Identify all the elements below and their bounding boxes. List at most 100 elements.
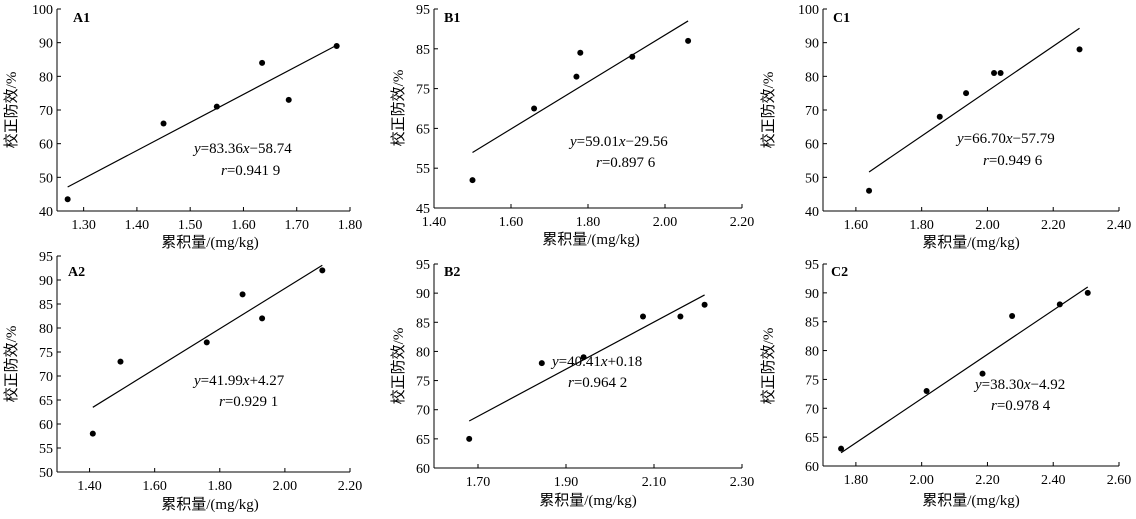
panel-label: C1 xyxy=(833,11,850,26)
panel-b2: 60 65 70 75 80 85 90 95 1.70 1.90 2.10 2.30 B2 y=40.4… xyxy=(390,258,754,509)
x-axis-title: 累积量/(mg/kg) xyxy=(161,496,259,513)
y-tick-label: 45 xyxy=(416,202,430,217)
y-tick-label: 65 xyxy=(416,122,430,137)
y-tick-label: 85 xyxy=(805,316,819,331)
y-tick-label: 80 xyxy=(805,70,819,85)
equation-x-symbol: x xyxy=(600,354,608,370)
data-point xyxy=(866,187,873,194)
y-tick-label: 95 xyxy=(416,3,430,18)
data-point xyxy=(701,301,708,308)
x-tick-label: 2.00 xyxy=(273,479,298,494)
x-tick-label: 1.60 xyxy=(844,218,869,233)
y-tick-label: 85 xyxy=(39,298,53,313)
panel-label: B1 xyxy=(444,11,460,26)
x-tick-label: 1.60 xyxy=(231,218,256,233)
data-point xyxy=(1056,301,1063,308)
equation-x-symbol: x xyxy=(1005,131,1013,147)
y-axis-title: 校正防效/% xyxy=(390,328,407,405)
y-tick-label: 100 xyxy=(32,3,53,18)
y-tick-label: 95 xyxy=(39,250,53,265)
equation-y-symbol: y xyxy=(955,131,964,147)
r-value: =0.897 6 xyxy=(602,155,656,171)
x-tick-label: 2.00 xyxy=(653,215,678,230)
y-tick-label: 75 xyxy=(416,375,430,390)
y-tick-label: 40 xyxy=(39,205,53,220)
regression-line xyxy=(868,27,1080,173)
equation-intercept: −4.92 xyxy=(1031,377,1066,393)
regression-equation: y=38.30x−4.92 xyxy=(973,377,1065,393)
y-tick-label: 70 xyxy=(805,402,819,417)
equation-intercept: −58.74 xyxy=(250,141,293,157)
data-point xyxy=(979,370,986,377)
equation-slope: =83.36 xyxy=(201,141,244,157)
data-point xyxy=(997,69,1004,76)
y-tick-label: 60 xyxy=(416,462,430,477)
y-tick-label: 60 xyxy=(805,460,819,475)
y-tick-label: 80 xyxy=(39,322,53,337)
equation-x-symbol: x xyxy=(618,134,626,150)
correlation-coefficient: r=0.941 9 xyxy=(221,163,280,179)
y-axis-title: 校正防效/% xyxy=(760,72,777,149)
data-point xyxy=(259,315,266,322)
data-point xyxy=(469,177,476,184)
correlation-coefficient: r=0.949 6 xyxy=(983,153,1043,169)
regression-equation: y=83.36x−58.74 xyxy=(192,141,292,157)
y-tick-label: 50 xyxy=(805,171,819,186)
x-tick-label: 2.20 xyxy=(1041,218,1066,233)
data-point xyxy=(117,358,124,365)
y-tick-label: 75 xyxy=(39,346,53,361)
y-tick-label: 55 xyxy=(416,162,430,177)
regression-equation: y=40.41x+0.18 xyxy=(550,354,642,370)
x-tick-label: 1.90 xyxy=(554,475,579,490)
y-tick-label: 100 xyxy=(798,3,819,18)
y-tick-label: 75 xyxy=(805,373,819,388)
x-axis-title: 累积量/(mg/kg) xyxy=(922,234,1020,251)
y-axis-title: 校正防效/% xyxy=(3,326,20,403)
y-tick-label: 80 xyxy=(416,345,430,360)
data-point xyxy=(936,113,943,120)
y-tick-label: 75 xyxy=(416,83,430,98)
data-point xyxy=(203,339,210,346)
equation-intercept: −29.56 xyxy=(626,134,669,150)
y-tick-label: 65 xyxy=(39,394,53,409)
y-tick-label: 90 xyxy=(416,287,430,302)
data-point xyxy=(319,267,326,274)
data-point xyxy=(89,430,96,437)
equation-y-symbol: y xyxy=(973,377,982,393)
data-point xyxy=(1084,289,1091,296)
data-point xyxy=(538,360,545,367)
regression-line xyxy=(468,294,705,422)
y-tick-label: 70 xyxy=(39,104,53,119)
data-point xyxy=(577,49,584,56)
equation-intercept: +4.27 xyxy=(250,373,285,389)
y-tick-label: 95 xyxy=(416,258,430,273)
equation-y-symbol: y xyxy=(568,134,577,150)
x-tick-label: 1.30 xyxy=(71,218,96,233)
x-tick-label: 1.80 xyxy=(338,218,363,233)
y-tick-label: 55 xyxy=(39,442,53,457)
regression-line xyxy=(840,286,1089,454)
equation-x-symbol: x xyxy=(242,141,250,157)
r-symbol: r xyxy=(219,394,225,410)
equation-x-symbol: x xyxy=(1023,377,1031,393)
equation-y-symbol: y xyxy=(192,373,201,389)
y-tick-label: 90 xyxy=(805,287,819,302)
data-point xyxy=(573,73,580,80)
r-value: =0.964 2 xyxy=(574,375,627,391)
r-value: =0.929 1 xyxy=(225,394,278,410)
correlation-coefficient: r=0.897 6 xyxy=(596,155,656,171)
data-point xyxy=(285,96,292,103)
x-tick-label: 1.80 xyxy=(909,218,934,233)
regression-line xyxy=(67,44,337,188)
y-axis-title: 校正防效/% xyxy=(3,72,20,149)
r-symbol: r xyxy=(568,375,574,391)
x-tick-label: 2.00 xyxy=(975,218,1000,233)
data-point xyxy=(64,196,71,203)
r-value: =0.949 6 xyxy=(989,153,1043,169)
panel-label: C2 xyxy=(831,265,848,280)
y-tick-label: 90 xyxy=(39,274,53,289)
data-point xyxy=(963,90,970,97)
y-tick-label: 70 xyxy=(805,104,819,119)
